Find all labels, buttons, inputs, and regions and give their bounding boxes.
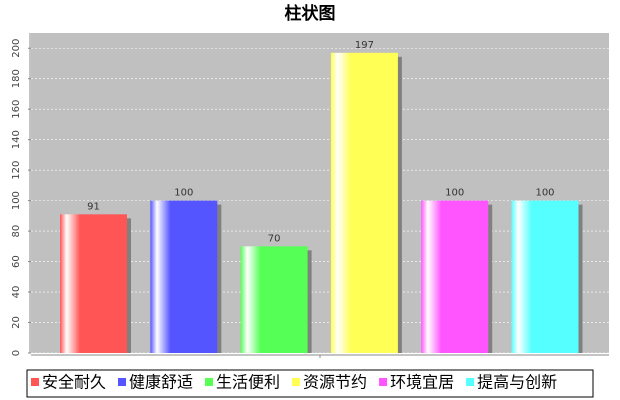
bar — [421, 200, 489, 353]
bar — [330, 52, 398, 354]
value-label: 197 — [355, 40, 374, 51]
y-tick-label: 200 — [11, 39, 22, 58]
bar — [150, 200, 218, 353]
y-tick-label: 180 — [11, 69, 22, 88]
legend-swatch — [292, 378, 301, 386]
y-tick-label: 160 — [11, 100, 22, 119]
legend-swatch — [118, 378, 127, 386]
legend-label: 资源节约 — [303, 373, 367, 392]
y-tick-label: 40 — [11, 286, 22, 299]
legend-swatch — [31, 378, 39, 386]
value-label: 100 — [535, 188, 554, 199]
y-tick-label: 140 — [11, 130, 22, 149]
value-label: 91 — [87, 201, 100, 212]
legend-label: 环境宜居 — [390, 373, 454, 392]
value-label: 70 — [268, 233, 281, 244]
chart-title: 柱状图 — [285, 3, 336, 24]
y-tick-label: 100 — [11, 191, 22, 210]
y-tick-label: 20 — [11, 316, 22, 329]
legend-swatch — [379, 378, 388, 386]
legend-swatch — [205, 378, 214, 386]
y-tick-label: 80 — [11, 225, 22, 238]
y-tick-label: 0 — [11, 350, 22, 356]
legend-label: 提高与创新 — [477, 373, 557, 392]
bar — [511, 200, 579, 353]
y-tick-label: 120 — [11, 161, 22, 180]
legend-label: 安全耐久 — [42, 373, 106, 392]
bar — [240, 246, 308, 353]
legend-swatch — [466, 378, 475, 386]
value-label: 100 — [445, 188, 464, 199]
legend-label: 生活便利 — [216, 373, 280, 392]
legend-label: 健康舒适 — [129, 373, 193, 392]
value-label: 100 — [174, 188, 193, 199]
bar — [60, 214, 127, 353]
y-tick-label: 60 — [11, 255, 22, 268]
